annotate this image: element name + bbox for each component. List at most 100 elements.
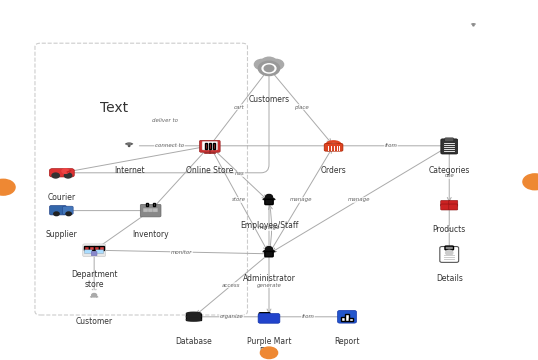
FancyBboxPatch shape: [440, 247, 458, 262]
FancyBboxPatch shape: [83, 244, 105, 256]
Text: monitor: monitor: [171, 249, 192, 255]
Text: Database: Database: [175, 337, 212, 346]
Text: organize: organize: [220, 314, 243, 319]
Circle shape: [125, 144, 133, 150]
Text: c: c: [448, 227, 451, 232]
FancyBboxPatch shape: [259, 313, 270, 316]
FancyBboxPatch shape: [441, 139, 458, 154]
Text: Department
store: Department store: [71, 270, 117, 289]
Circle shape: [65, 173, 72, 178]
Ellipse shape: [186, 315, 201, 318]
Circle shape: [260, 347, 278, 359]
Text: cart: cart: [234, 105, 245, 109]
FancyBboxPatch shape: [84, 246, 89, 250]
FancyBboxPatch shape: [143, 208, 148, 212]
Text: manage: manage: [290, 197, 313, 202]
Circle shape: [445, 250, 453, 255]
FancyBboxPatch shape: [83, 249, 105, 256]
Circle shape: [66, 212, 72, 216]
Circle shape: [474, 23, 482, 28]
Circle shape: [473, 25, 474, 26]
FancyBboxPatch shape: [140, 204, 161, 217]
FancyBboxPatch shape: [153, 203, 155, 206]
Circle shape: [258, 61, 280, 76]
Text: Online Store: Online Store: [186, 166, 233, 175]
FancyBboxPatch shape: [202, 141, 217, 150]
Circle shape: [261, 57, 277, 67]
Text: place: place: [294, 105, 309, 109]
Text: has: has: [235, 171, 244, 176]
Ellipse shape: [186, 312, 201, 315]
Circle shape: [266, 247, 272, 251]
FancyBboxPatch shape: [349, 318, 353, 321]
Circle shape: [268, 59, 284, 69]
FancyBboxPatch shape: [441, 204, 450, 210]
Text: Employee/Staff: Employee/Staff: [240, 221, 298, 230]
Circle shape: [129, 146, 130, 147]
Text: Courier: Courier: [48, 193, 76, 202]
Circle shape: [469, 21, 478, 27]
Circle shape: [523, 174, 538, 190]
FancyBboxPatch shape: [146, 203, 148, 206]
FancyBboxPatch shape: [445, 138, 454, 141]
Circle shape: [470, 24, 477, 29]
FancyBboxPatch shape: [258, 314, 280, 323]
Text: Supplier: Supplier: [46, 230, 78, 239]
FancyBboxPatch shape: [449, 204, 458, 210]
Text: Text: Text: [100, 101, 128, 115]
Circle shape: [86, 291, 103, 303]
Text: Report: Report: [334, 337, 360, 346]
FancyBboxPatch shape: [84, 250, 92, 253]
FancyBboxPatch shape: [345, 314, 349, 321]
Circle shape: [264, 65, 274, 72]
Text: store: store: [232, 197, 246, 202]
Text: Details: Details: [436, 274, 463, 283]
FancyBboxPatch shape: [148, 208, 153, 212]
Text: manage: manage: [348, 197, 370, 202]
Circle shape: [254, 59, 270, 69]
FancyBboxPatch shape: [338, 310, 357, 323]
Circle shape: [62, 169, 69, 174]
Text: Categories: Categories: [429, 166, 470, 175]
Text: Purple Mart
Data: Purple Mart Data: [247, 337, 291, 356]
FancyBboxPatch shape: [89, 246, 94, 250]
Text: Customer: Customer: [75, 317, 113, 326]
Circle shape: [91, 293, 97, 297]
Circle shape: [52, 173, 59, 178]
FancyBboxPatch shape: [205, 143, 207, 149]
Circle shape: [129, 143, 139, 149]
Text: use: use: [444, 173, 454, 178]
FancyBboxPatch shape: [91, 251, 97, 256]
Text: Internet: Internet: [114, 166, 144, 175]
Text: Inventory: Inventory: [132, 230, 169, 239]
Text: Customers: Customers: [249, 95, 289, 104]
FancyBboxPatch shape: [449, 201, 458, 206]
Circle shape: [266, 194, 272, 199]
FancyBboxPatch shape: [94, 246, 99, 250]
FancyBboxPatch shape: [324, 144, 343, 151]
FancyBboxPatch shape: [441, 201, 450, 206]
FancyBboxPatch shape: [49, 169, 74, 177]
Text: Products: Products: [433, 225, 466, 234]
FancyBboxPatch shape: [153, 208, 158, 212]
Circle shape: [465, 23, 473, 28]
FancyBboxPatch shape: [186, 317, 201, 320]
FancyBboxPatch shape: [341, 316, 344, 321]
Text: from: from: [385, 143, 398, 148]
Circle shape: [123, 140, 135, 148]
FancyBboxPatch shape: [213, 143, 215, 149]
Text: Orders: Orders: [321, 166, 346, 175]
FancyBboxPatch shape: [445, 246, 454, 250]
FancyBboxPatch shape: [62, 206, 73, 215]
FancyBboxPatch shape: [96, 250, 104, 253]
Text: from: from: [302, 314, 314, 319]
FancyBboxPatch shape: [265, 199, 273, 204]
FancyBboxPatch shape: [186, 314, 201, 317]
Text: connect to: connect to: [155, 143, 184, 148]
Ellipse shape: [186, 319, 201, 321]
FancyBboxPatch shape: [49, 206, 66, 215]
Circle shape: [54, 212, 59, 216]
Text: deliver to: deliver to: [152, 118, 179, 123]
FancyBboxPatch shape: [265, 251, 273, 257]
Text: manage: manage: [258, 225, 280, 230]
